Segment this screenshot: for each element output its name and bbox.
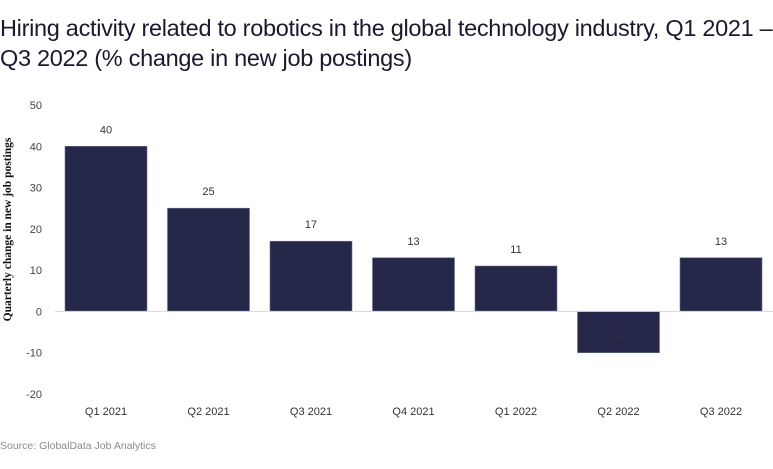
x-tick-label: Q2 2022: [597, 406, 639, 418]
x-tick-label: Q3 2022: [700, 406, 742, 418]
y-tick-label: 20: [30, 224, 42, 236]
data-labels: 40 25 17 13 11 -10 13: [100, 124, 727, 342]
bar: [577, 311, 660, 354]
y-tick-label: 0: [36, 306, 42, 318]
data-label: -10: [611, 330, 627, 342]
chart-title: Hiring activity related to robotics in t…: [0, 15, 773, 71]
bar: [372, 257, 455, 312]
x-tick-label: Q4 2021: [392, 406, 434, 418]
y-tick-label: 30: [30, 183, 42, 195]
bar: [64, 145, 148, 312]
data-label: 17: [305, 219, 317, 231]
bar: [167, 207, 250, 312]
y-tick-label: 40: [30, 141, 42, 153]
source-note: Source: GlobalData Job Analytics: [0, 440, 156, 452]
data-label: 13: [407, 236, 419, 248]
bar: [474, 265, 558, 312]
x-axis-categories: Q1 2021 Q2 2021 Q3 2021 Q4 2021 Q1 2022 Q2 20…: [85, 406, 742, 418]
y-tick-label: 50: [30, 100, 42, 112]
y-axis-label: Quarterly change in new job postings: [2, 137, 14, 321]
y-tick-label: 10: [30, 265, 42, 277]
bar: [269, 240, 353, 312]
x-tick-label: Q3 2021: [290, 406, 332, 418]
y-tick-label: -20: [26, 389, 42, 401]
y-axis-ticks: 50 40 30 20 10 0 -10 -20: [26, 100, 42, 401]
x-tick-label: Q2 2021: [187, 406, 229, 418]
data-label: 40: [100, 124, 112, 136]
x-tick-label: Q1 2022: [495, 406, 537, 418]
x-tick-label: Q1 2021: [85, 406, 127, 418]
bars: [64, 145, 763, 354]
data-label: 25: [202, 186, 214, 198]
bar: [679, 257, 763, 312]
data-label: 11: [510, 244, 521, 256]
data-label: 13: [715, 236, 727, 248]
y-tick-label: -10: [26, 348, 42, 360]
